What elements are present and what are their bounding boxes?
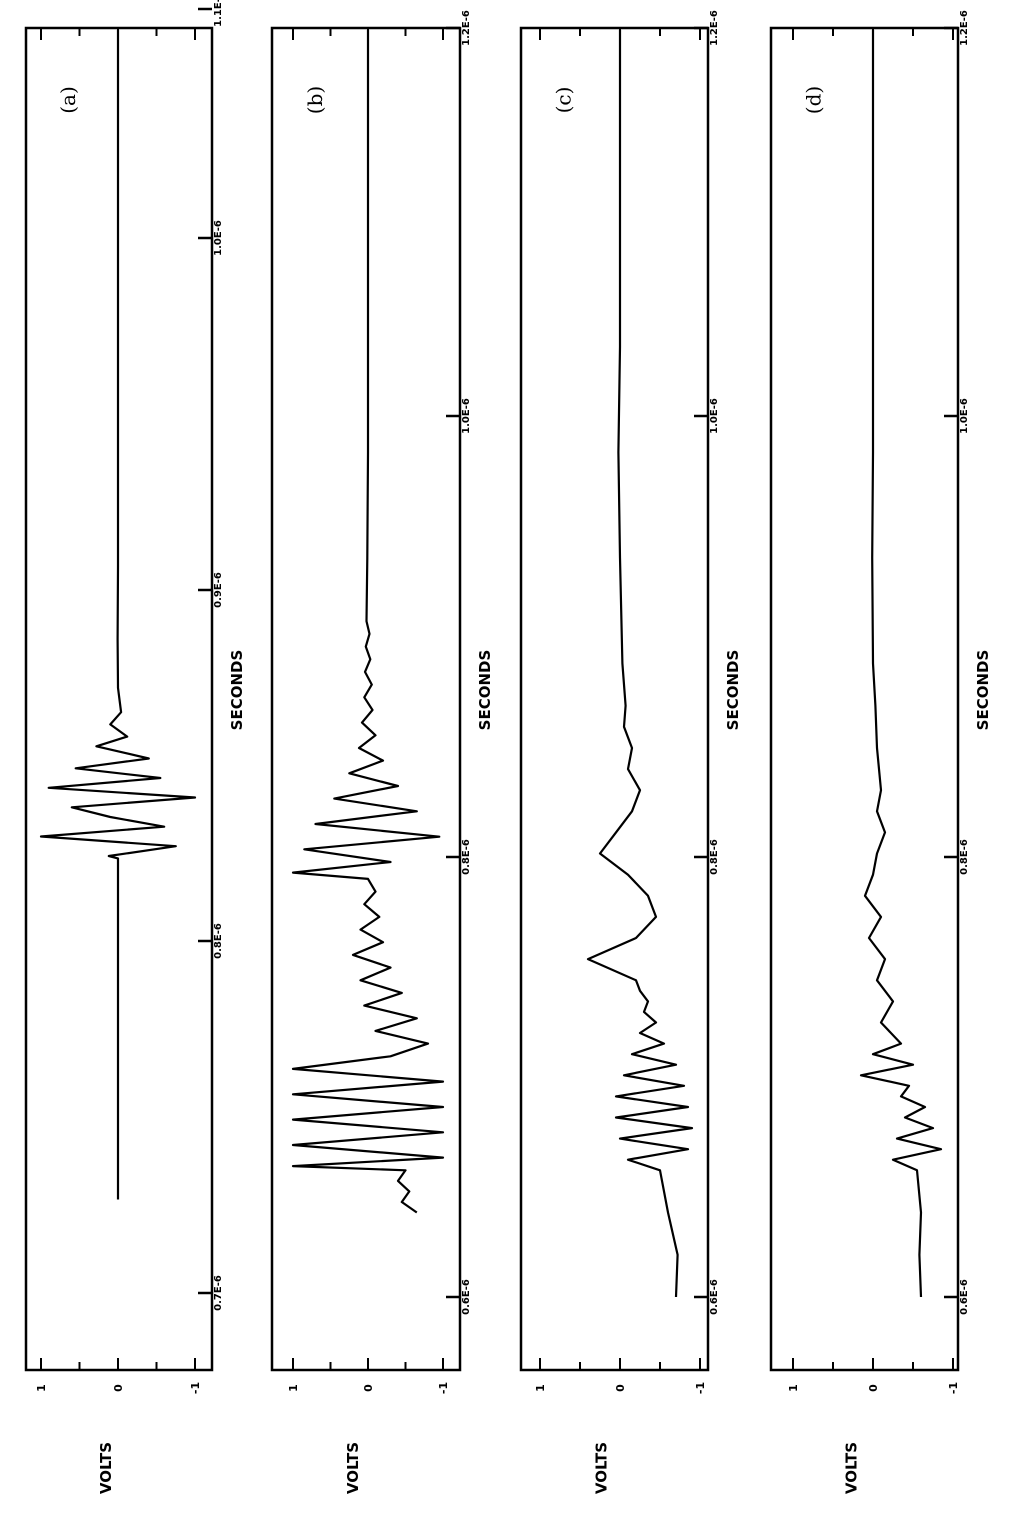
- time-tick-label: 0.8E-6: [213, 923, 224, 959]
- volts-tick-label: 1: [534, 1384, 547, 1392]
- time-tick-label: 0.8E-6: [959, 839, 970, 875]
- time-tick-label: 1.0E-6: [461, 398, 472, 434]
- xlabel-seconds: SECONDS: [476, 650, 494, 731]
- series-line: [859, 30, 943, 1298]
- panel-label: (c): [552, 87, 576, 114]
- time-tick-label: 0.8E-6: [461, 839, 472, 875]
- time-tick-label: 1.0E-6: [959, 398, 970, 434]
- volts-tick-label: 0: [112, 1384, 125, 1392]
- chart-panel-d: 1 0 -1 0.6E-6 0.8E-6 1.0E-6 1.2E-6 VOLTS SECONDS…: [769, 10, 992, 1494]
- time-tick-label: 0.6E-6: [461, 1279, 472, 1315]
- panel-label: (b): [303, 86, 327, 114]
- time-tick-label: 1.2E-6: [461, 10, 472, 46]
- volts-tick-label: 0: [867, 1384, 880, 1392]
- time-tick-label: 1.0E-6: [709, 398, 720, 434]
- chart-panel-b: 1 0 -1 0.6E-6 0.8E-6 1.0E-6 1.2E-6 VOLTS SECONDS…: [270, 10, 494, 1494]
- xlabel-seconds: SECONDS: [724, 650, 742, 731]
- volts-tick-label: -1: [189, 1382, 202, 1394]
- volts-tick-label: 1: [787, 1384, 800, 1392]
- volts-tick-label: -1: [437, 1382, 450, 1394]
- time-tick-label: 1.1E-6: [213, 0, 224, 27]
- time-tick-label: 0.7E-6: [213, 1275, 224, 1311]
- plot-frame: [270, 26, 462, 1372]
- time-tick-label: 0.9E-6: [213, 572, 224, 608]
- ylabel-volts: VOLTS: [97, 1442, 115, 1494]
- chart-panel-a: 1 0 -1 0.7E-6 0.8E-6 0.9E-6 1.0E-6 1.1E-6 VOLTS S…: [24, 0, 246, 1494]
- plot-frame: [519, 26, 710, 1372]
- time-tick-label: 0.6E-6: [959, 1279, 970, 1315]
- series-line: [291, 30, 445, 1214]
- time-tick-label: 1.2E-6: [709, 10, 720, 46]
- ylabel-volts: VOLTS: [843, 1442, 861, 1494]
- volts-tick-label: 0: [362, 1384, 375, 1392]
- series-line: [586, 30, 694, 1298]
- ylabel-volts: VOLTS: [593, 1442, 611, 1494]
- volts-tick-label: 0: [614, 1384, 627, 1392]
- time-tick-label: 1.0E-6: [213, 220, 224, 256]
- time-tick-label: 0.6E-6: [709, 1279, 720, 1315]
- time-tick-label: 0.8E-6: [709, 839, 720, 875]
- panel-label: (d): [802, 86, 826, 114]
- panel-label: (a): [56, 86, 80, 114]
- volts-tick-label: -1: [947, 1382, 960, 1394]
- xlabel-seconds: SECONDS: [974, 650, 992, 731]
- time-tick-label: 1.2E-6: [959, 10, 970, 46]
- volts-tick-label: 1: [287, 1384, 300, 1392]
- series-line: [39, 30, 197, 1200]
- ylabel-volts: VOLTS: [344, 1442, 362, 1494]
- volts-tick-label: 1: [35, 1384, 48, 1392]
- xlabel-seconds: SECONDS: [228, 650, 246, 731]
- plot-frame: [769, 26, 960, 1372]
- volts-tick-label: -1: [694, 1382, 707, 1394]
- chart-panel-c: 1 0 -1 0.6E-6 0.8E-6 1.0E-6 1.2E-6 VOLTS SECONDS…: [519, 10, 742, 1494]
